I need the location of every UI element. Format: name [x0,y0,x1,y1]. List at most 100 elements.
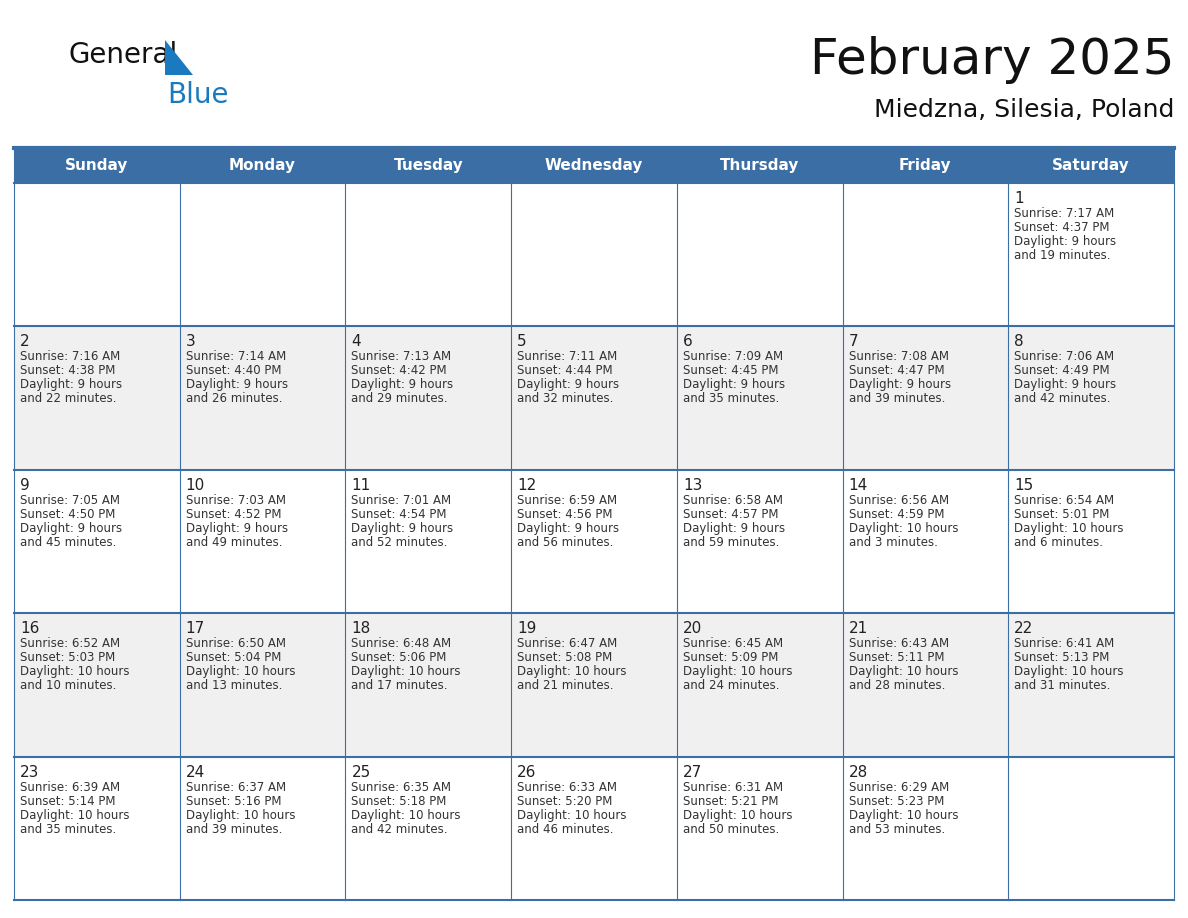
Text: Sunset: 5:09 PM: Sunset: 5:09 PM [683,651,778,665]
Text: Sunset: 5:03 PM: Sunset: 5:03 PM [20,651,115,665]
Text: Sunrise: 7:06 AM: Sunrise: 7:06 AM [1015,351,1114,364]
Text: General: General [68,41,177,69]
Text: Sunset: 5:14 PM: Sunset: 5:14 PM [20,795,115,808]
Text: Sunset: 5:04 PM: Sunset: 5:04 PM [185,651,282,665]
Text: 28: 28 [848,765,867,779]
Text: Daylight: 9 hours: Daylight: 9 hours [185,521,287,535]
Text: and 24 minutes.: and 24 minutes. [683,679,779,692]
Polygon shape [165,40,192,75]
Text: 16: 16 [20,621,39,636]
Text: Daylight: 10 hours: Daylight: 10 hours [352,809,461,822]
Text: Sunrise: 6:31 AM: Sunrise: 6:31 AM [683,780,783,793]
Text: Sunrise: 7:03 AM: Sunrise: 7:03 AM [185,494,286,507]
Text: 5: 5 [517,334,526,350]
Text: 27: 27 [683,765,702,779]
Text: Daylight: 10 hours: Daylight: 10 hours [1015,666,1124,678]
Text: and 6 minutes.: and 6 minutes. [1015,536,1104,549]
Text: and 35 minutes.: and 35 minutes. [20,823,116,835]
Text: and 45 minutes.: and 45 minutes. [20,536,116,549]
Text: Sunrise: 7:01 AM: Sunrise: 7:01 AM [352,494,451,507]
Text: Daylight: 9 hours: Daylight: 9 hours [517,521,619,535]
Text: 3: 3 [185,334,196,350]
Text: 9: 9 [20,477,30,493]
Bar [14,470,1174,613]
Text: Sunset: 5:01 PM: Sunset: 5:01 PM [1015,508,1110,521]
Text: Sunday: Sunday [65,158,128,173]
Text: Sunset: 4:42 PM: Sunset: 4:42 PM [352,364,447,377]
Text: Sunset: 4:49 PM: Sunset: 4:49 PM [1015,364,1110,377]
Text: Sunrise: 6:59 AM: Sunrise: 6:59 AM [517,494,618,507]
Text: and 10 minutes.: and 10 minutes. [20,679,116,692]
Text: Sunrise: 6:56 AM: Sunrise: 6:56 AM [848,494,949,507]
Text: and 39 minutes.: and 39 minutes. [185,823,282,835]
Bar [14,183,1174,327]
Text: and 46 minutes.: and 46 minutes. [517,823,614,835]
Text: Daylight: 10 hours: Daylight: 10 hours [848,521,958,535]
Text: Friday: Friday [899,158,952,173]
Text: and 35 minutes.: and 35 minutes. [683,392,779,406]
Text: Sunset: 5:20 PM: Sunset: 5:20 PM [517,795,613,808]
Text: Sunrise: 6:43 AM: Sunrise: 6:43 AM [848,637,949,650]
Text: 17: 17 [185,621,206,636]
Text: Sunrise: 7:08 AM: Sunrise: 7:08 AM [848,351,948,364]
Text: Sunrise: 6:54 AM: Sunrise: 6:54 AM [1015,494,1114,507]
Text: Sunset: 4:56 PM: Sunset: 4:56 PM [517,508,613,521]
Text: Sunrise: 6:37 AM: Sunrise: 6:37 AM [185,780,286,793]
Text: Sunset: 5:11 PM: Sunset: 5:11 PM [848,651,944,665]
Text: Sunrise: 7:16 AM: Sunrise: 7:16 AM [20,351,120,364]
Text: 6: 6 [683,334,693,350]
Text: Wednesday: Wednesday [545,158,643,173]
Text: Sunrise: 7:11 AM: Sunrise: 7:11 AM [517,351,618,364]
Text: Sunrise: 6:41 AM: Sunrise: 6:41 AM [1015,637,1114,650]
Text: and 28 minutes.: and 28 minutes. [848,679,944,692]
Text: Sunrise: 6:48 AM: Sunrise: 6:48 AM [352,637,451,650]
Text: Daylight: 10 hours: Daylight: 10 hours [20,666,129,678]
Text: Sunset: 5:21 PM: Sunset: 5:21 PM [683,795,778,808]
Text: Sunset: 4:38 PM: Sunset: 4:38 PM [20,364,115,377]
Text: Daylight: 10 hours: Daylight: 10 hours [1015,521,1124,535]
Text: Daylight: 9 hours: Daylight: 9 hours [848,378,950,391]
Text: Blue: Blue [168,81,228,109]
Text: 22: 22 [1015,621,1034,636]
Text: and 56 minutes.: and 56 minutes. [517,536,613,549]
Text: Sunrise: 6:47 AM: Sunrise: 6:47 AM [517,637,618,650]
Bar [14,613,1174,756]
Text: February 2025: February 2025 [809,36,1174,84]
Text: 24: 24 [185,765,206,779]
Text: 25: 25 [352,765,371,779]
Text: and 21 minutes.: and 21 minutes. [517,679,614,692]
Text: Daylight: 10 hours: Daylight: 10 hours [20,809,129,822]
Text: Daylight: 10 hours: Daylight: 10 hours [185,666,295,678]
Text: Miedzna, Silesia, Poland: Miedzna, Silesia, Poland [873,98,1174,122]
Text: 7: 7 [848,334,858,350]
Text: Sunrise: 7:17 AM: Sunrise: 7:17 AM [1015,207,1114,220]
Text: Daylight: 9 hours: Daylight: 9 hours [1015,378,1117,391]
Text: Daylight: 10 hours: Daylight: 10 hours [517,809,626,822]
Bar [14,756,1174,900]
Text: and 17 minutes.: and 17 minutes. [352,679,448,692]
Text: 23: 23 [20,765,39,779]
Text: and 50 minutes.: and 50 minutes. [683,823,779,835]
Text: Sunset: 5:06 PM: Sunset: 5:06 PM [352,651,447,665]
Text: 2: 2 [20,334,30,350]
Text: and 3 minutes.: and 3 minutes. [848,536,937,549]
Text: 4: 4 [352,334,361,350]
Text: Sunset: 4:44 PM: Sunset: 4:44 PM [517,364,613,377]
Text: Sunset: 5:23 PM: Sunset: 5:23 PM [848,795,944,808]
Text: Sunset: 5:08 PM: Sunset: 5:08 PM [517,651,612,665]
Text: Sunset: 5:13 PM: Sunset: 5:13 PM [1015,651,1110,665]
Text: 14: 14 [848,477,867,493]
Text: Thursday: Thursday [720,158,800,173]
Text: Daylight: 9 hours: Daylight: 9 hours [352,378,454,391]
Text: Sunrise: 6:58 AM: Sunrise: 6:58 AM [683,494,783,507]
Text: and 42 minutes.: and 42 minutes. [352,823,448,835]
Text: Daylight: 9 hours: Daylight: 9 hours [20,521,122,535]
Text: Sunset: 5:18 PM: Sunset: 5:18 PM [352,795,447,808]
Text: Daylight: 10 hours: Daylight: 10 hours [185,809,295,822]
Bar [14,327,1174,470]
Text: Daylight: 10 hours: Daylight: 10 hours [848,666,958,678]
Text: Daylight: 9 hours: Daylight: 9 hours [20,378,122,391]
Text: 21: 21 [848,621,867,636]
Text: and 49 minutes.: and 49 minutes. [185,536,283,549]
Text: Sunset: 4:57 PM: Sunset: 4:57 PM [683,508,778,521]
